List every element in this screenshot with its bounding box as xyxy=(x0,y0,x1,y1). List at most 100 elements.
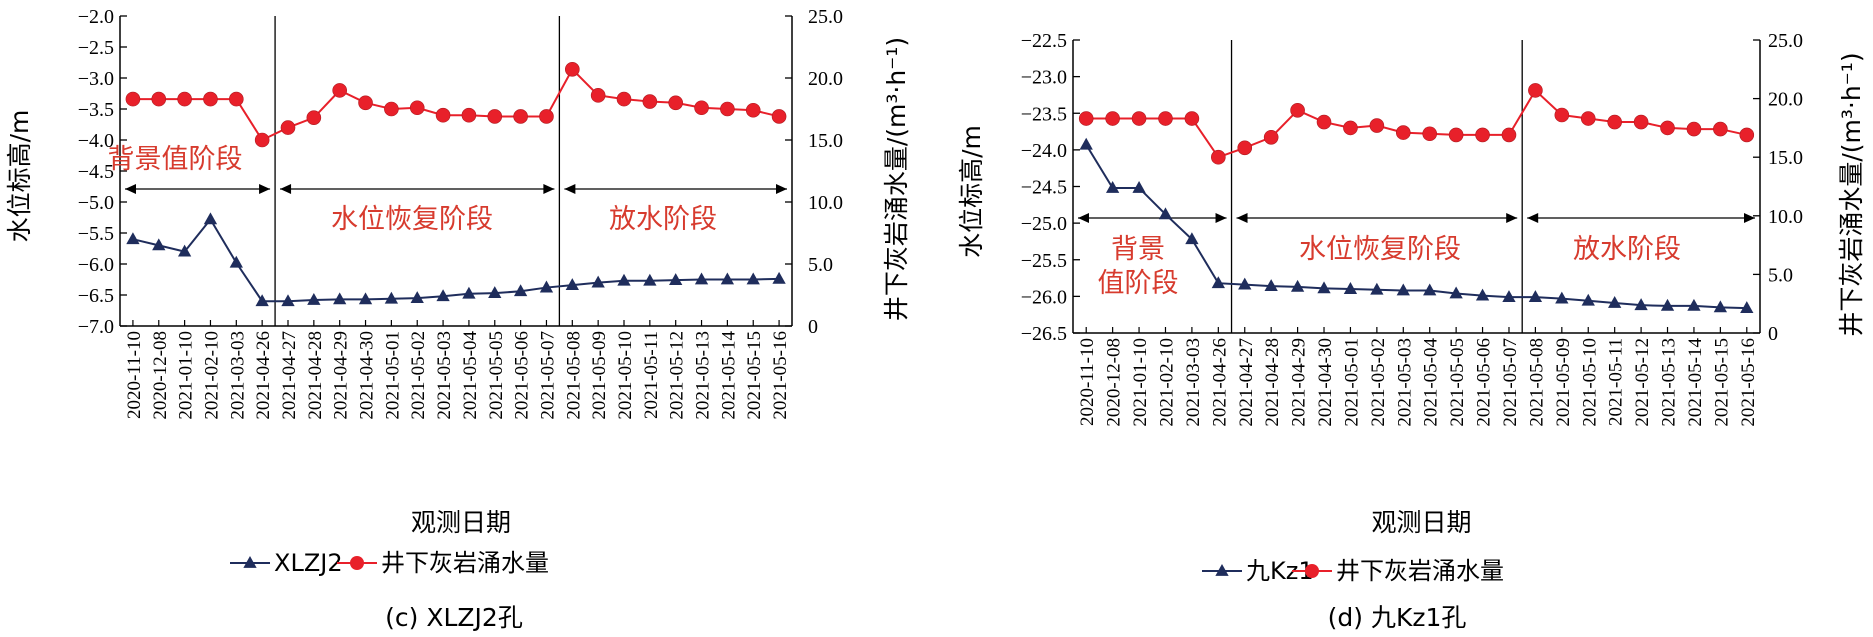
x-tick-label: 2021-05-10 xyxy=(1579,338,1600,427)
stage-arrow-head xyxy=(543,184,555,194)
right-tick-label: 15.0 xyxy=(1768,147,1803,169)
right-tick-label: 15.0 xyxy=(808,130,843,152)
data-point-inflow xyxy=(409,100,425,116)
stage-label: 背景值阶段 xyxy=(108,144,243,175)
x-tick-label: 2021-04-28 xyxy=(305,331,326,420)
data-point-inflow xyxy=(254,132,270,148)
data-point-water-level xyxy=(513,284,528,297)
x-tick-label: 2021-05-01 xyxy=(1341,338,1362,427)
x-tick-label: 2021-05-07 xyxy=(1500,338,1521,427)
x-tick-label: 2021-05-04 xyxy=(460,331,481,420)
left-tick-label: −26.5 xyxy=(1021,323,1067,345)
right-tick-label: 0 xyxy=(808,316,818,338)
data-point-inflow xyxy=(1369,118,1385,133)
x-tick-label: 2020-12-08 xyxy=(1104,338,1125,427)
x-tick-label: 2021-04-30 xyxy=(357,331,378,420)
legend-marker-inflow xyxy=(1305,564,1319,578)
data-point-water-level xyxy=(669,273,683,286)
chart-panel-d: −22.5 −23.0 −23.5 −24.0 −24.5 −25.0 −25.5 −26.0… xyxy=(957,30,1866,632)
data-point-inflow xyxy=(1105,111,1120,126)
data-point-water-level xyxy=(152,238,166,251)
x-tick-label: 2021-05-03 xyxy=(434,331,455,420)
data-point-water-level xyxy=(436,289,450,302)
data-point-inflow xyxy=(1448,127,1464,143)
data-point-water-level xyxy=(772,271,786,284)
right-tick-label: 5.0 xyxy=(1768,264,1793,286)
data-point-inflow xyxy=(1395,125,1411,140)
legend-label-inflow: 井下灰岩涌水量 xyxy=(381,549,549,577)
stage-arrow-head xyxy=(125,184,136,194)
data-point-water-level xyxy=(1581,293,1595,306)
data-point-water-level xyxy=(126,232,140,245)
stage-arrow-head xyxy=(1236,213,1248,223)
stage-arrow-head xyxy=(259,184,271,194)
x-tick-label: 2021-04-28 xyxy=(1262,338,1283,427)
right-tick-label: 0 xyxy=(1768,323,1778,345)
stage-arrow-head xyxy=(776,184,787,194)
data-point-inflow xyxy=(1686,121,1702,137)
data-point-water-level xyxy=(203,212,218,225)
data-point-inflow xyxy=(1237,140,1253,156)
legend-label-inflow: 井下灰岩涌水量 xyxy=(1336,557,1504,585)
data-point-inflow xyxy=(745,102,761,118)
data-point-inflow xyxy=(1422,126,1438,142)
data-point-water-level xyxy=(1158,207,1173,220)
x-tick-label: 2021-04-29 xyxy=(1289,338,1310,427)
data-point-water-level xyxy=(1660,298,1675,311)
data-point-inflow xyxy=(1660,120,1675,136)
data-point-inflow xyxy=(1316,114,1332,130)
x-tick-label: 2021-05-09 xyxy=(1553,338,1574,427)
x-tick-label: 2021-04-29 xyxy=(331,331,352,420)
data-point-inflow xyxy=(1078,111,1094,126)
data-point-inflow xyxy=(1343,120,1358,136)
data-point-inflow xyxy=(1528,83,1543,98)
left-tick-label: −5.0 xyxy=(78,192,114,214)
right-tick-label: 25.0 xyxy=(808,6,843,28)
data-point-water-level xyxy=(1713,300,1728,313)
data-point-inflow xyxy=(1607,114,1622,130)
stage-label: 放水阶段 xyxy=(609,204,717,235)
data-point-water-level xyxy=(281,294,295,307)
x-tick-label: 2021-05-16 xyxy=(770,331,791,420)
data-point-water-level xyxy=(1132,180,1146,193)
data-point-inflow xyxy=(280,120,296,135)
x-tick-label: 2020-12-08 xyxy=(150,331,171,420)
left-tick-label: −4.0 xyxy=(78,130,114,152)
x-tick-label: 2021-05-01 xyxy=(382,331,403,420)
legend: 九Kz1 井下灰岩涌水量 xyxy=(1202,557,1504,585)
data-point-inflow xyxy=(1633,114,1649,130)
stage-arrow-head xyxy=(1527,213,1539,223)
data-point-inflow xyxy=(1475,127,1490,143)
data-point-water-level xyxy=(1370,282,1384,295)
left-tick-label: −24.0 xyxy=(1021,140,1067,162)
x-tick-label: 2021-05-12 xyxy=(667,331,688,420)
x-tick-label: 2020-11-10 xyxy=(1077,338,1098,426)
x-tick-label: 2021-05-04 xyxy=(1421,338,1442,427)
y2-axis-title: 井下灰岩涌水量/(m³·h⁻¹) xyxy=(882,37,911,321)
data-point-inflow xyxy=(539,109,554,124)
series-line-water-level xyxy=(132,217,780,303)
y-axis-title: 水位标高/m xyxy=(5,110,34,243)
left-tick-label: −3.5 xyxy=(78,99,114,121)
left-tick-label: −5.5 xyxy=(78,223,114,245)
data-point-water-level xyxy=(229,255,243,268)
x-tick-label: 2021-05-16 xyxy=(1738,338,1759,427)
legend-marker-water-level xyxy=(243,556,257,568)
x-tick-label: 2021-01-10 xyxy=(176,331,197,420)
stage-label: 值阶段 xyxy=(1098,268,1179,299)
x-tick-label: 2021-05-15 xyxy=(744,331,765,420)
data-point-water-level xyxy=(1687,298,1701,311)
left-tick-label: −22.5 xyxy=(1021,30,1067,52)
left-tick-label: −23.5 xyxy=(1021,103,1067,125)
data-point-inflow xyxy=(1184,111,1200,126)
data-point-inflow xyxy=(1713,121,1728,137)
right-tick-label: 10.0 xyxy=(1768,206,1803,228)
stage-label: 水位恢复阶段 xyxy=(331,204,493,235)
legend-marker-inflow xyxy=(350,556,364,570)
right-tick-label: 25.0 xyxy=(1768,30,1803,52)
left-tick-label: −6.0 xyxy=(78,254,114,276)
data-point-inflow xyxy=(177,91,192,107)
data-point-inflow xyxy=(229,91,244,107)
data-point-water-level xyxy=(1396,283,1410,296)
x-tick-label: 2021-05-10 xyxy=(615,331,636,420)
